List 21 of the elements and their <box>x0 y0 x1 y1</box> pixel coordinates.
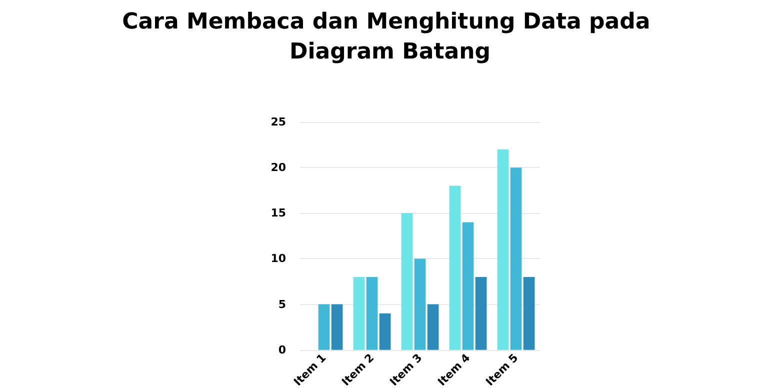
bar <box>427 304 439 350</box>
bar <box>401 213 413 350</box>
bar <box>462 222 474 350</box>
y-tick-label: 0 <box>278 343 286 356</box>
bar <box>523 276 535 350</box>
chart-title: Cara Membaca dan Menghitung Data pada Diagram Batang <box>122 10 658 64</box>
y-tick-label: 25 <box>270 116 286 128</box>
y-tick-label: 5 <box>278 298 286 311</box>
bar <box>475 276 487 350</box>
bar <box>366 276 378 350</box>
y-tick-label: 15 <box>270 206 286 220</box>
bar <box>379 313 391 350</box>
y-tick-label: 20 <box>270 161 286 174</box>
bar <box>353 276 365 350</box>
bar <box>414 258 426 350</box>
bar <box>510 168 522 350</box>
bar <box>497 149 509 350</box>
y-tick-label: 10 <box>270 252 286 266</box>
bar <box>449 186 461 350</box>
bar <box>318 304 330 350</box>
bar <box>331 304 343 350</box>
